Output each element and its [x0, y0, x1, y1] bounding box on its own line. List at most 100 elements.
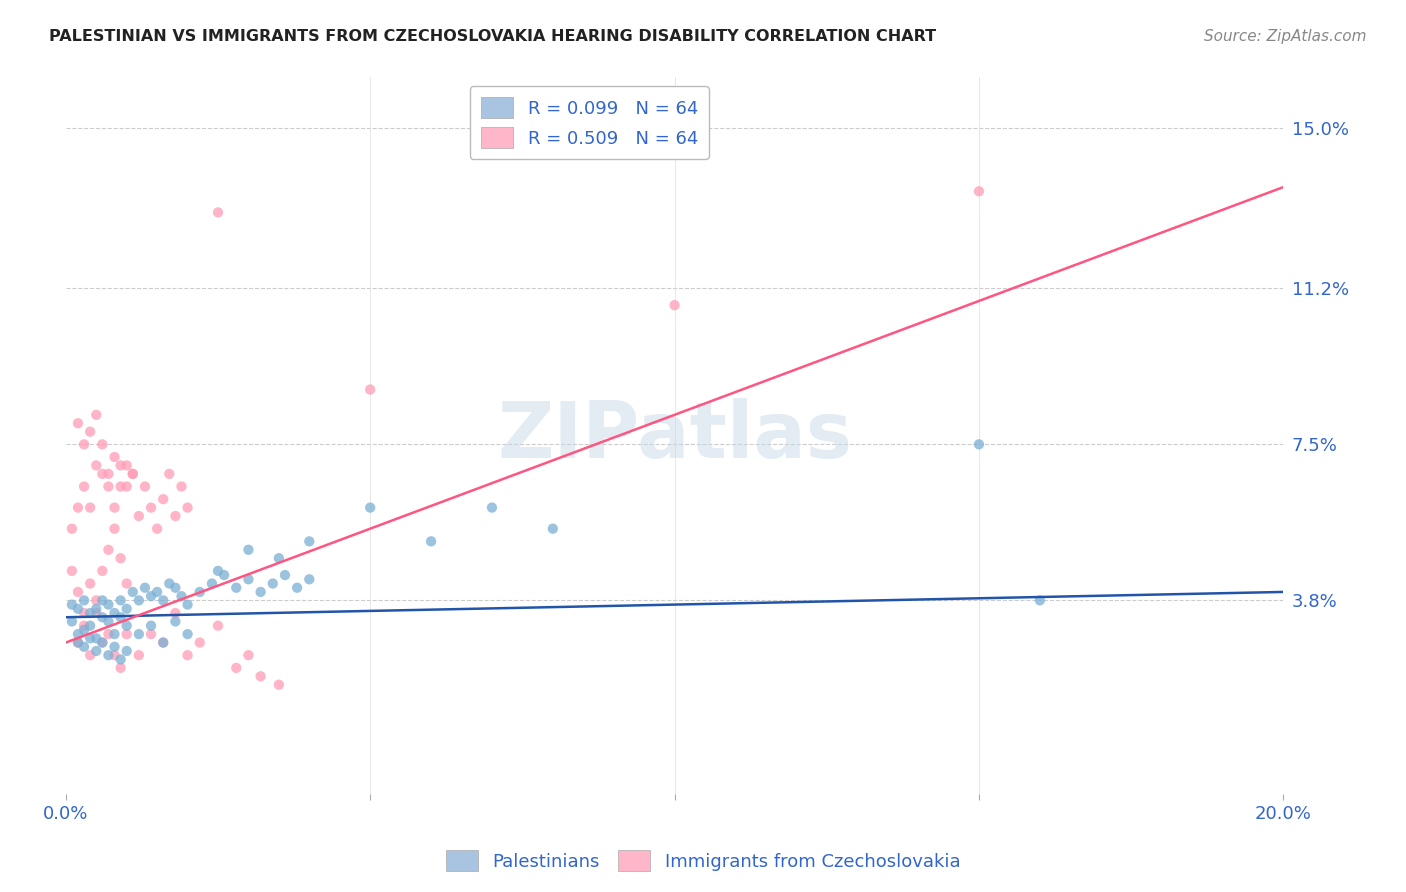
Point: [115, 458, 138, 473]
Point: [60, 598, 83, 612]
Point: [97, 627, 120, 641]
Point: [139, 589, 162, 603]
Point: [121, 467, 143, 481]
Point: [298, 534, 321, 549]
Point: [207, 564, 229, 578]
Point: [60, 615, 83, 629]
Point: [66, 635, 89, 649]
Point: [128, 648, 150, 663]
Point: [79, 606, 101, 620]
Point: [103, 640, 125, 654]
Point: [157, 467, 180, 481]
Point: [84, 602, 107, 616]
Point: [1029, 593, 1052, 607]
Point: [97, 648, 120, 663]
Point: [176, 648, 198, 663]
Point: [152, 492, 174, 507]
Point: [420, 534, 443, 549]
Point: [84, 593, 107, 607]
Point: [115, 627, 138, 641]
Point: [115, 618, 138, 632]
Point: [84, 408, 107, 422]
Point: [73, 606, 96, 620]
Text: Source: ZipAtlas.com: Source: ZipAtlas.com: [1204, 29, 1367, 44]
Point: [84, 606, 107, 620]
Point: [79, 618, 101, 632]
Point: [110, 652, 132, 666]
Point: [967, 184, 990, 198]
Point: [110, 593, 132, 607]
Point: [84, 644, 107, 658]
Point: [91, 635, 114, 649]
Point: [165, 581, 187, 595]
Point: [481, 500, 503, 515]
Point: [285, 581, 308, 595]
Point: [139, 627, 162, 641]
Text: PALESTINIAN VS IMMIGRANTS FROM CZECHOSLOVAKIA HEARING DISABILITY CORRELATION CHA: PALESTINIAN VS IMMIGRANTS FROM CZECHOSLO…: [49, 29, 936, 44]
Point: [73, 479, 96, 493]
Point: [66, 635, 89, 649]
Point: [359, 500, 381, 515]
Point: [66, 627, 89, 641]
Point: [249, 669, 271, 683]
Point: [170, 589, 193, 603]
Point: [128, 593, 150, 607]
Point: [165, 509, 187, 524]
Point: [73, 437, 96, 451]
Point: [139, 500, 162, 515]
Point: [134, 479, 156, 493]
Point: [225, 581, 247, 595]
Point: [152, 635, 174, 649]
Point: [97, 467, 120, 481]
Point: [66, 500, 89, 515]
Point: [84, 632, 107, 646]
Point: [664, 298, 686, 312]
Point: [128, 627, 150, 641]
Point: [91, 467, 114, 481]
Point: [60, 522, 83, 536]
Point: [115, 602, 138, 616]
Point: [60, 564, 83, 578]
Point: [225, 661, 247, 675]
Point: [91, 564, 114, 578]
Point: [79, 576, 101, 591]
Point: [103, 500, 125, 515]
Point: [97, 598, 120, 612]
Point: [146, 522, 169, 536]
Point: [157, 576, 180, 591]
Point: [176, 500, 198, 515]
Point: [298, 572, 321, 586]
Point: [103, 606, 125, 620]
Point: [110, 551, 132, 566]
Point: [165, 615, 187, 629]
Point: [97, 479, 120, 493]
Point: [121, 467, 143, 481]
Point: [110, 458, 132, 473]
Point: [134, 581, 156, 595]
Point: [110, 479, 132, 493]
Point: [170, 479, 193, 493]
Point: [103, 627, 125, 641]
Point: [165, 606, 187, 620]
Point: [212, 568, 235, 582]
Point: [207, 205, 229, 219]
Point: [97, 542, 120, 557]
Point: [238, 572, 260, 586]
Point: [188, 585, 211, 599]
Point: [79, 648, 101, 663]
Point: [121, 585, 143, 599]
Point: [103, 522, 125, 536]
Point: [139, 618, 162, 632]
Point: [249, 585, 271, 599]
Point: [152, 593, 174, 607]
Point: [541, 522, 564, 536]
Point: [97, 615, 120, 629]
Point: [207, 618, 229, 632]
Point: [66, 602, 89, 616]
Point: [238, 542, 260, 557]
Point: [128, 509, 150, 524]
Point: [91, 635, 114, 649]
Point: [66, 585, 89, 599]
Point: [267, 678, 290, 692]
Point: [201, 576, 224, 591]
